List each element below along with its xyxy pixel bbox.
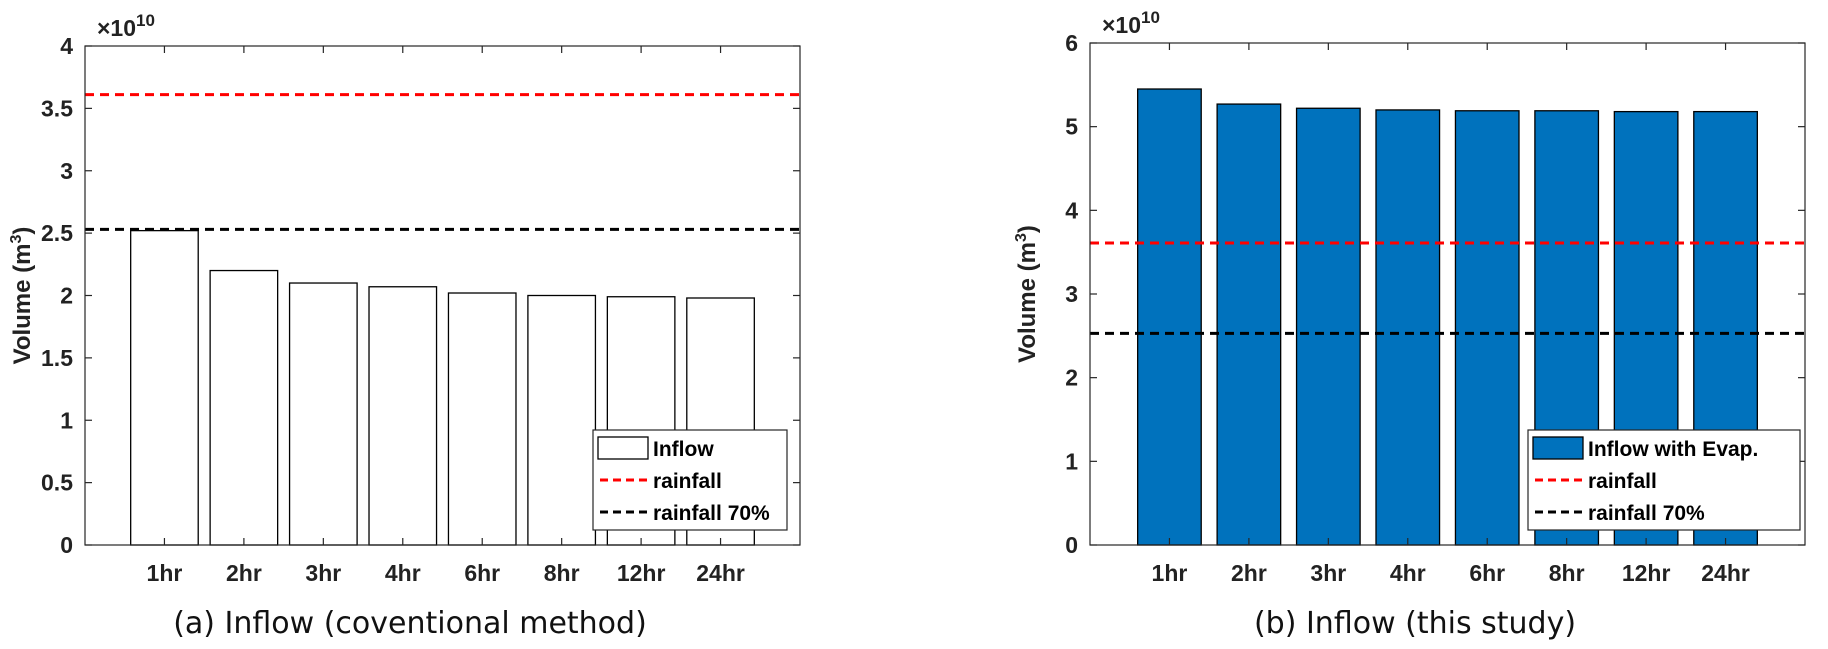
legend-label-line-2: rainfall 70% [1588, 502, 1705, 525]
y-tick-label: 4 [1065, 197, 1078, 223]
caption-2: (b) Inflow (this study) [1254, 606, 1576, 641]
x-tick-label: 12hr [1622, 560, 1671, 586]
bar-3hr [288, 282, 358, 546]
y-tick-label: 2 [1065, 365, 1078, 391]
y-multiplier-exponent: 10 [1141, 8, 1160, 27]
bar-6hr [1454, 110, 1520, 546]
caption-1: (a) Inflow (coventional method) [173, 606, 647, 641]
x-tick-label: 8hr [1549, 560, 1585, 586]
bar-4hr [368, 286, 438, 546]
x-tick-label: 2hr [1231, 560, 1267, 586]
bar-2hr [209, 269, 279, 546]
y-tick-label: 3 [60, 158, 73, 184]
y-tick-label: 1.5 [41, 345, 73, 371]
y-axis-label-superscript: 3 [1013, 233, 1030, 242]
y-tick-label: 1 [60, 407, 73, 433]
y-axis-label-text: Volume (m [9, 244, 36, 365]
x-tick-label: 2hr [226, 560, 262, 586]
x-tick-label: 4hr [385, 560, 421, 586]
legend-swatch-bar [597, 436, 649, 460]
y-axis-label: Volume (m3) [8, 227, 36, 365]
x-tick-label: 1hr [1152, 560, 1188, 586]
legend-label-line-1: rainfall [1588, 470, 1657, 493]
legend-label-bar: Inflow [653, 438, 714, 461]
legend: Inflow with Evap. rainfall rainfall 70% [1527, 429, 1801, 531]
y-multiplier-base: ×10 [1102, 12, 1141, 38]
legend-label-bar: Inflow with Evap. [1588, 438, 1758, 461]
y-tick-label: 5 [1065, 114, 1078, 140]
x-tick-label: 3hr [305, 560, 341, 586]
x-tick-label: 3hr [1310, 560, 1346, 586]
y-tick-label: 3.5 [41, 95, 73, 121]
x-tick-label: 6hr [1469, 560, 1505, 586]
x-tick-label: 6hr [464, 560, 500, 586]
y-multiplier: ×1010 [1102, 8, 1160, 38]
legend-label-line-1: rainfall [653, 470, 722, 493]
y-tick-label: 4 [60, 33, 73, 59]
y-tick-label: 0.5 [41, 470, 73, 496]
bar-2hr [1216, 103, 1282, 546]
bar-1hr [1137, 88, 1202, 546]
x-tick-label: 24hr [696, 560, 745, 586]
x-tick-label: 24hr [1701, 560, 1750, 586]
y-multiplier-exponent: 10 [136, 11, 155, 30]
y-tick-label: 6 [1065, 30, 1078, 56]
y-multiplier-base: ×10 [97, 15, 136, 41]
bar-3hr [1295, 107, 1361, 546]
bar-1hr [130, 229, 199, 546]
x-tick-label: 1hr [147, 560, 183, 586]
bar-4hr [1375, 109, 1441, 546]
y-tick-label: 0 [1065, 532, 1078, 558]
x-tick-label: 12hr [617, 560, 666, 586]
y-tick-label: 2.5 [41, 220, 73, 246]
chart-panel-2: 0 1 2 3 4 5 6 1hr 2hr 3hr 4hr 6hr 8hr 12hr 24hr ×1010 Vo… [1013, 8, 1806, 586]
y-axis-label-superscript: 3 [8, 235, 25, 244]
legend-label-line-2: rainfall 70% [653, 502, 770, 525]
y-axis-label-close: ) [1014, 225, 1041, 233]
y-tick-label: 3 [1065, 281, 1078, 307]
y-axis-label: Volume (m3) [1013, 225, 1041, 363]
y-tick-label: 0 [60, 532, 73, 558]
x-tick-label: 8hr [544, 560, 580, 586]
legend-swatch-bar [1532, 436, 1584, 460]
chart-panel-1: 0 0.5 1 1.5 2 2.5 3 3.5 4 1hr 2hr 3hr 4hr 6hr 8hr 12hr 2… [8, 11, 801, 586]
bar-6hr [447, 292, 517, 546]
x-tick-label: 4hr [1390, 560, 1426, 586]
y-tick-label: 2 [60, 283, 73, 309]
y-axis-label-close: ) [9, 227, 36, 235]
y-multiplier: ×1010 [97, 11, 155, 41]
legend: Inflow rainfall rainfall 70% [592, 429, 788, 531]
y-axis-label-text: Volume (m [1014, 242, 1041, 363]
bar-8hr [527, 294, 597, 546]
y-tick-label: 1 [1065, 448, 1078, 474]
